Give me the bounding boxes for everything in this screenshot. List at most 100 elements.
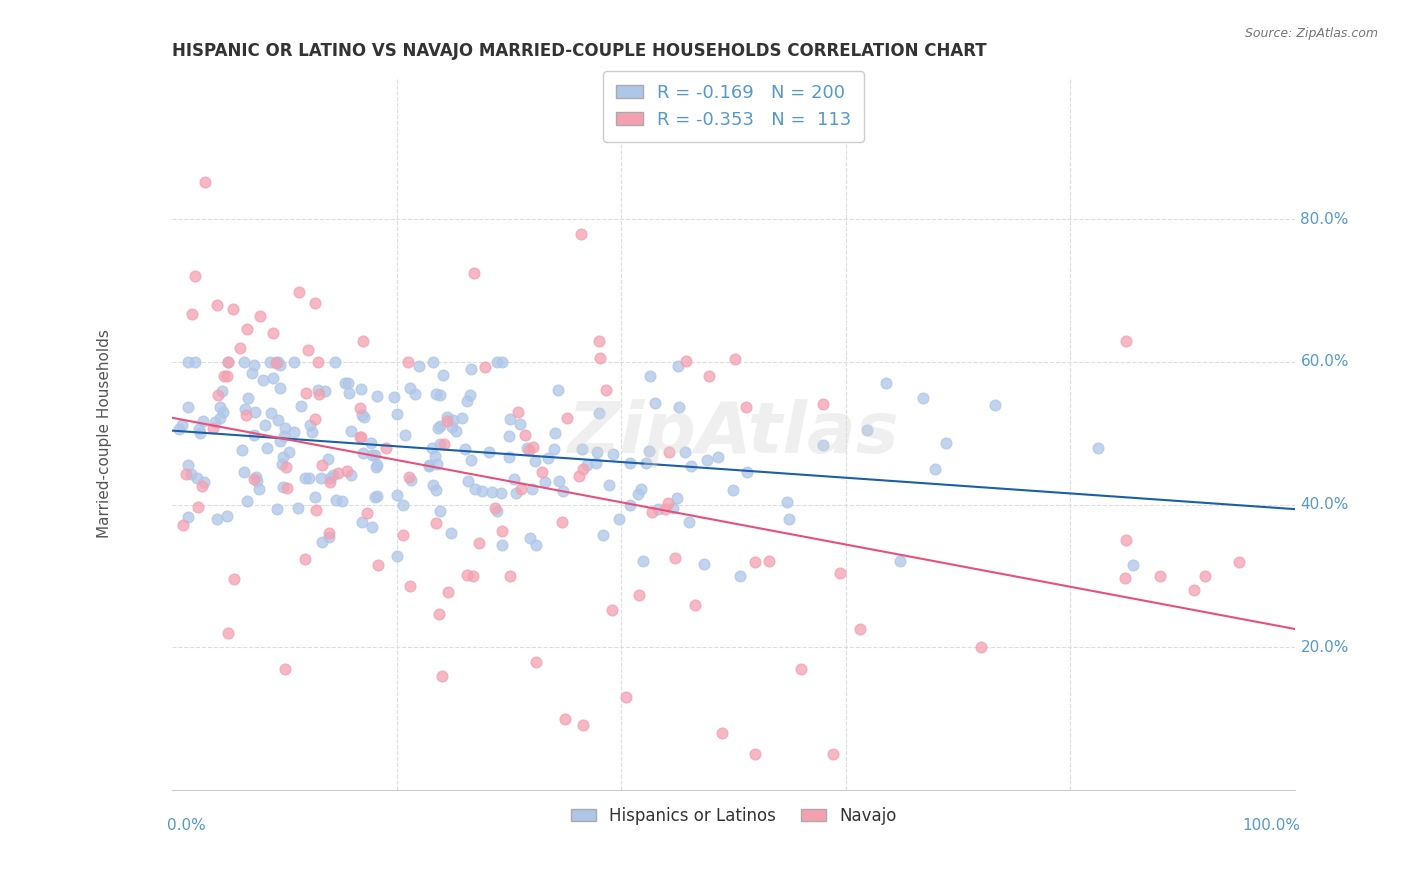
Point xyxy=(758,554,780,568)
Point xyxy=(266,502,288,516)
Point xyxy=(420,441,443,455)
Point xyxy=(271,450,294,464)
Point xyxy=(589,351,612,365)
Point xyxy=(486,504,509,518)
Point xyxy=(418,458,440,472)
Point xyxy=(429,504,451,518)
Point xyxy=(461,569,484,583)
Point xyxy=(222,572,245,586)
Point xyxy=(193,414,215,428)
Point xyxy=(392,527,415,541)
Point xyxy=(644,396,666,410)
Point xyxy=(177,401,200,415)
Point xyxy=(167,422,190,436)
Point xyxy=(522,440,544,454)
Point xyxy=(387,488,409,502)
Point xyxy=(207,512,229,526)
Point xyxy=(215,369,238,384)
Point xyxy=(256,441,278,455)
Point xyxy=(454,442,477,456)
Point xyxy=(252,373,274,387)
Point xyxy=(194,175,217,189)
Point xyxy=(450,410,472,425)
Point xyxy=(467,536,489,550)
Point xyxy=(352,446,374,460)
Point xyxy=(399,579,422,593)
Point xyxy=(595,383,617,397)
Point xyxy=(243,405,266,419)
Point xyxy=(509,482,531,496)
Point xyxy=(1149,569,1171,583)
Point xyxy=(875,376,897,391)
Point xyxy=(555,411,578,425)
Point xyxy=(598,478,620,492)
Point xyxy=(509,417,531,431)
Point xyxy=(678,515,700,529)
Point xyxy=(744,747,766,762)
Point xyxy=(294,471,316,485)
Point xyxy=(433,437,456,451)
Point xyxy=(790,662,813,676)
Point xyxy=(544,425,567,440)
Point xyxy=(311,458,333,472)
Point xyxy=(446,424,468,438)
Point xyxy=(523,454,546,468)
Point xyxy=(235,408,257,422)
Text: 100.0%: 100.0% xyxy=(1243,819,1301,833)
Point xyxy=(311,535,333,549)
Point xyxy=(1122,558,1144,572)
Point xyxy=(744,555,766,569)
Point xyxy=(553,484,575,499)
Point xyxy=(683,598,706,612)
Point xyxy=(276,481,298,495)
Text: 60.0%: 60.0% xyxy=(1301,354,1348,369)
Point xyxy=(191,479,214,493)
Point xyxy=(534,475,557,489)
Point xyxy=(253,417,276,432)
Point xyxy=(308,387,330,401)
Point xyxy=(547,474,569,488)
Point xyxy=(735,465,758,479)
Point xyxy=(232,465,254,479)
Point xyxy=(429,419,451,434)
Point xyxy=(1087,441,1109,455)
Point xyxy=(588,334,610,348)
Point xyxy=(828,566,851,580)
Point xyxy=(441,413,464,427)
Point xyxy=(246,474,269,488)
Point xyxy=(269,358,291,372)
Point xyxy=(481,485,503,500)
Point xyxy=(724,352,747,367)
Point xyxy=(269,381,291,395)
Legend: Hispanics or Latinos, Navajo: Hispanics or Latinos, Navajo xyxy=(564,800,903,831)
Point xyxy=(170,418,193,433)
Point xyxy=(425,387,447,401)
Point xyxy=(186,471,208,485)
Point xyxy=(352,516,374,530)
Point xyxy=(474,359,496,374)
Point xyxy=(498,428,520,442)
Point xyxy=(592,528,614,542)
Point xyxy=(543,442,565,456)
Point xyxy=(423,449,446,463)
Point xyxy=(366,389,388,403)
Point xyxy=(576,458,599,472)
Point xyxy=(364,448,387,462)
Point xyxy=(440,525,463,540)
Point xyxy=(679,459,702,474)
Point xyxy=(398,470,420,484)
Point xyxy=(537,451,560,466)
Point xyxy=(489,486,512,500)
Point xyxy=(628,588,651,602)
Point xyxy=(530,465,553,479)
Point xyxy=(429,388,451,402)
Point xyxy=(180,307,202,321)
Point xyxy=(813,397,835,411)
Point xyxy=(456,394,478,409)
Point xyxy=(735,400,758,414)
Point xyxy=(849,622,872,636)
Point xyxy=(249,309,271,323)
Point xyxy=(177,355,200,369)
Point xyxy=(619,498,641,512)
Point xyxy=(322,468,344,483)
